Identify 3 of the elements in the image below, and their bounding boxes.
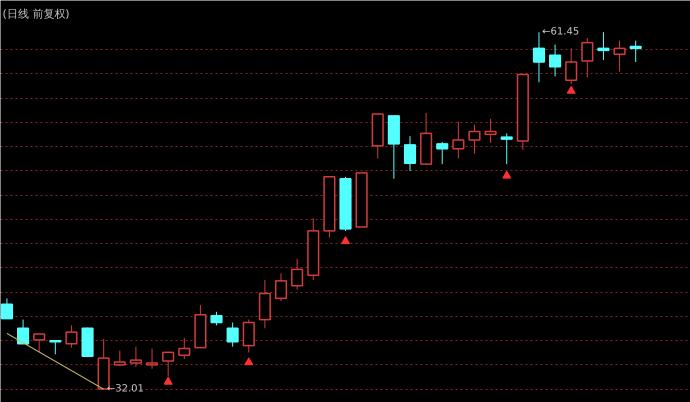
chart-title: (日线 前复权) xyxy=(2,8,70,20)
annotation: ←32.01 xyxy=(106,384,144,395)
annotation: ←61.45 xyxy=(542,26,580,38)
